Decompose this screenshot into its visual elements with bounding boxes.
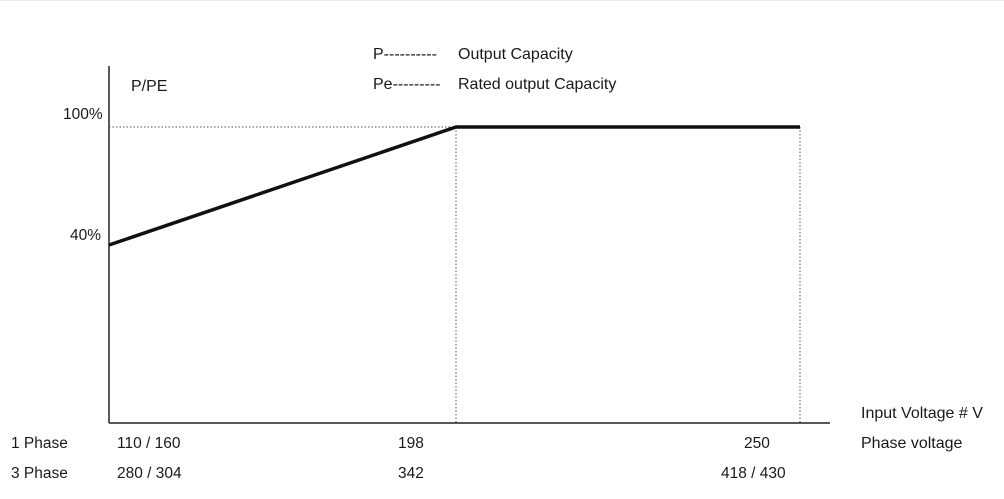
y-axis-label: P/PE xyxy=(131,78,167,95)
series-line xyxy=(108,125,800,247)
y-tick-100: 100% xyxy=(63,106,103,123)
x-tick-1phase-mid: 198 xyxy=(398,435,424,452)
row-label-3-phase: 3 Phase xyxy=(11,465,68,482)
x-tick-1phase-start: 110 / 160 xyxy=(117,435,181,452)
legend-symbol-1: P---------- xyxy=(373,46,437,63)
x-tick-3phase-start: 280 / 304 xyxy=(117,465,182,482)
x-tick-3phase-end: 418 / 430 xyxy=(721,465,786,482)
x-tick-1phase-end: 250 xyxy=(744,435,770,452)
row-label-1-phase: 1 Phase xyxy=(11,435,68,452)
x-axis-title: Input Voltage # V xyxy=(861,405,983,422)
x-tick-3phase-mid: 342 xyxy=(398,465,424,482)
legend-text-2: Rated output Capacity xyxy=(458,76,616,93)
legend-text-1: Output Capacity xyxy=(458,46,573,63)
y-tick-40: 40% xyxy=(70,227,101,244)
row-unit-phase-voltage: Phase voltage xyxy=(861,435,963,452)
legend-symbol-2: Pe--------- xyxy=(373,76,441,93)
